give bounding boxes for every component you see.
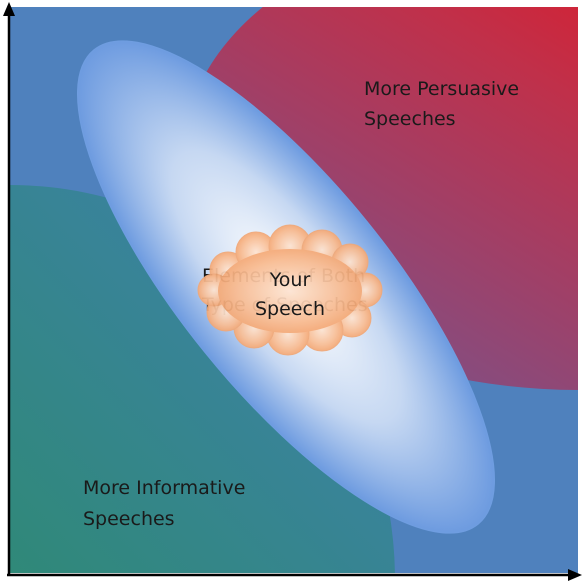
- vertical-axis-arrow-icon: [3, 2, 15, 16]
- your-speech-label-line1: Your: [269, 269, 311, 291]
- informative-label-line2: Speeches: [83, 508, 175, 530]
- your-speech-cloud: [197, 224, 383, 356]
- horizontal-axis-arrow-icon: [568, 569, 582, 581]
- persuasive-label-line2: Speeches: [364, 108, 456, 130]
- axes: [3, 2, 582, 581]
- your-speech-label-line2: Speech: [255, 298, 325, 320]
- persuasive-label-line1: More Persuasive: [364, 78, 519, 100]
- informative-label-line1: More Informative: [83, 477, 245, 499]
- informative-region: [9, 185, 395, 573]
